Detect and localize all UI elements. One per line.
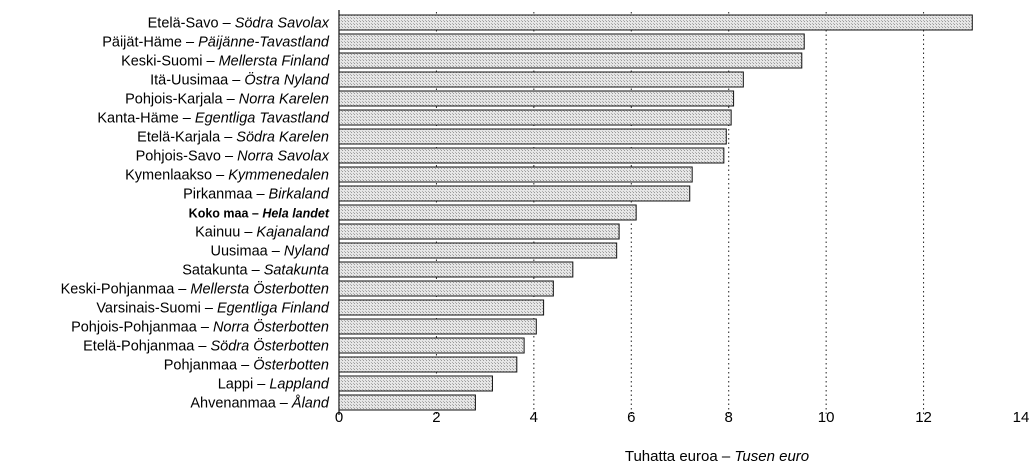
category-label: Pohjanmaa – Österbotten — [164, 356, 329, 374]
bar — [338, 242, 618, 259]
bar — [338, 318, 537, 335]
category-label-fi: Kanta-Häme – — [97, 111, 195, 127]
bar — [338, 109, 732, 126]
category-label-fi: Etelä-Savo – — [148, 16, 235, 32]
x-axis-label-sv: Tusen euro — [734, 448, 809, 465]
category-label-fi: Satakunta – — [182, 263, 263, 279]
category-label-sv: Päijänne-Tavastland — [198, 35, 330, 51]
x-tick-label: 14 — [1013, 409, 1030, 426]
category-label-fi: Itä-Uusimaa – — [150, 73, 244, 89]
bar — [338, 280, 554, 297]
x-tick-label: 0 — [335, 409, 343, 426]
bars — [338, 14, 973, 411]
bar — [338, 337, 525, 354]
category-label-fi: Päijät-Häme – — [102, 35, 198, 51]
category-label-fi: Varsinais-Suomi – — [96, 301, 217, 317]
x-tick-label: 4 — [530, 409, 538, 426]
category-label-fi: Pohjois-Pohjanmaa – — [71, 320, 213, 336]
category-label-sv: Egentliga Finland — [217, 301, 330, 317]
category-label-sv: Hela landet — [262, 207, 330, 221]
category-label-sv: Södra Österbotten — [211, 337, 330, 355]
bar — [338, 166, 693, 183]
category-label-sv: Nyland — [284, 244, 330, 260]
category-label-fi: Pohjois-Karjala – — [125, 92, 239, 108]
category-label: Lappi – Lappland — [218, 377, 330, 393]
category-label-sv: Södra Karelen — [236, 130, 329, 146]
x-tick-label: 2 — [432, 409, 440, 426]
category-label-sv: Norra Savolax — [237, 149, 330, 165]
category-label-sv: Södra Savolax — [235, 16, 330, 32]
bar — [338, 185, 691, 202]
category-label-fi: Pohjois-Savo – — [136, 149, 238, 165]
category-label: Etelä-Savo – Södra Savolax — [148, 16, 330, 32]
bar — [338, 128, 727, 145]
category-label-sv: Lappland — [269, 377, 330, 393]
x-axis-label: Tuhatta euroa – Tusen euro — [625, 448, 809, 465]
category-label: Pohjois-Karjala – Norra Karelen — [125, 92, 329, 108]
category-label-fi: Lappi – — [218, 377, 270, 393]
category-label-sv: Birkaland — [269, 187, 330, 203]
category-label: Etelä-Pohjanmaa – Södra Österbotten — [83, 337, 329, 355]
bar — [338, 375, 493, 392]
category-label-fi: Keski-Suomi – — [121, 54, 219, 70]
category-labels: Etelä-Savo – Södra Savolax Päijät-Häme – … — [61, 16, 330, 412]
category-label-sv: Egentliga Tavastland — [195, 111, 330, 127]
category-label: Pirkanmaa – Birkaland — [183, 187, 330, 203]
bar — [338, 33, 805, 50]
category-label-sv: Norra Österbotten — [213, 318, 329, 336]
category-label-sv: Mellersta Österbotten — [190, 280, 329, 298]
category-label: Koko maa – Hela landet — [189, 207, 330, 221]
category-label: Kainuu – Kajanaland — [195, 225, 330, 241]
category-label-fi: Keski-Pohjanmaa – — [61, 282, 191, 298]
x-tick-label: 10 — [818, 409, 835, 426]
bar — [338, 71, 744, 88]
x-tick-label: 6 — [627, 409, 635, 426]
category-label: Pohjois-Pohjanmaa – Norra Österbotten — [71, 318, 329, 336]
category-label-sv: Kymmenedalen — [228, 168, 329, 184]
category-label-fi: Etelä-Karjala – — [137, 130, 236, 146]
bar — [338, 204, 637, 221]
bar — [338, 299, 545, 316]
category-label: Itä-Uusimaa – Östra Nyland — [150, 71, 330, 89]
category-label-fi: Pirkanmaa – — [183, 187, 268, 203]
x-tick-labels: 0 2 4 6 8 10 12 14 — [335, 409, 1030, 426]
bar — [338, 52, 803, 69]
category-label: Pohjois-Savo – Norra Savolax — [136, 149, 330, 165]
category-label-fi: Ahvenanmaa – — [190, 396, 292, 412]
category-label: Satakunta – Satakunta — [182, 263, 329, 279]
x-axis-label-fi: Tuhatta euroa – — [625, 448, 735, 465]
category-label-sv: Kajanaland — [256, 225, 329, 241]
category-label-sv: Mellersta Finland — [219, 54, 330, 70]
category-label: Kanta-Häme – Egentliga Tavastland — [97, 111, 330, 127]
category-label-fi: Koko maa – — [189, 207, 263, 221]
category-label-sv: Östra Nyland — [244, 71, 330, 89]
category-label: Ahvenanmaa – Åland — [190, 395, 330, 412]
category-label: Päijät-Häme – Päijänne-Tavastland — [102, 35, 330, 51]
category-label-sv: Åland — [291, 395, 330, 412]
category-label: Kymenlaakso – Kymmenedalen — [125, 168, 329, 184]
category-label-fi: Pohjanmaa – — [164, 358, 253, 374]
category-label-fi: Kainuu – — [195, 225, 256, 241]
category-label-fi: Etelä-Pohjanmaa – — [83, 339, 210, 355]
category-label-fi: Kymenlaakso – — [125, 168, 228, 184]
bar — [338, 261, 574, 278]
category-label-sv: Österbotten — [253, 356, 329, 374]
category-label-sv: Norra Karelen — [239, 92, 329, 108]
category-label: Keski-Pohjanmaa – Mellersta Österbotten — [61, 280, 329, 298]
bar — [338, 147, 725, 164]
bar — [338, 14, 973, 31]
category-label: Uusimaa – Nyland — [211, 244, 330, 260]
x-tick-label: 8 — [725, 409, 733, 426]
category-label-sv: Satakunta — [264, 263, 329, 279]
bar — [338, 394, 476, 411]
category-label-fi: Uusimaa – — [211, 244, 284, 260]
bar — [338, 90, 735, 107]
bar — [338, 223, 620, 240]
bar — [338, 356, 518, 373]
category-label: Varsinais-Suomi – Egentliga Finland — [96, 301, 330, 317]
category-label: Keski-Suomi – Mellersta Finland — [121, 54, 330, 70]
x-tick-label: 12 — [915, 409, 932, 426]
category-label: Etelä-Karjala – Södra Karelen — [137, 130, 329, 146]
